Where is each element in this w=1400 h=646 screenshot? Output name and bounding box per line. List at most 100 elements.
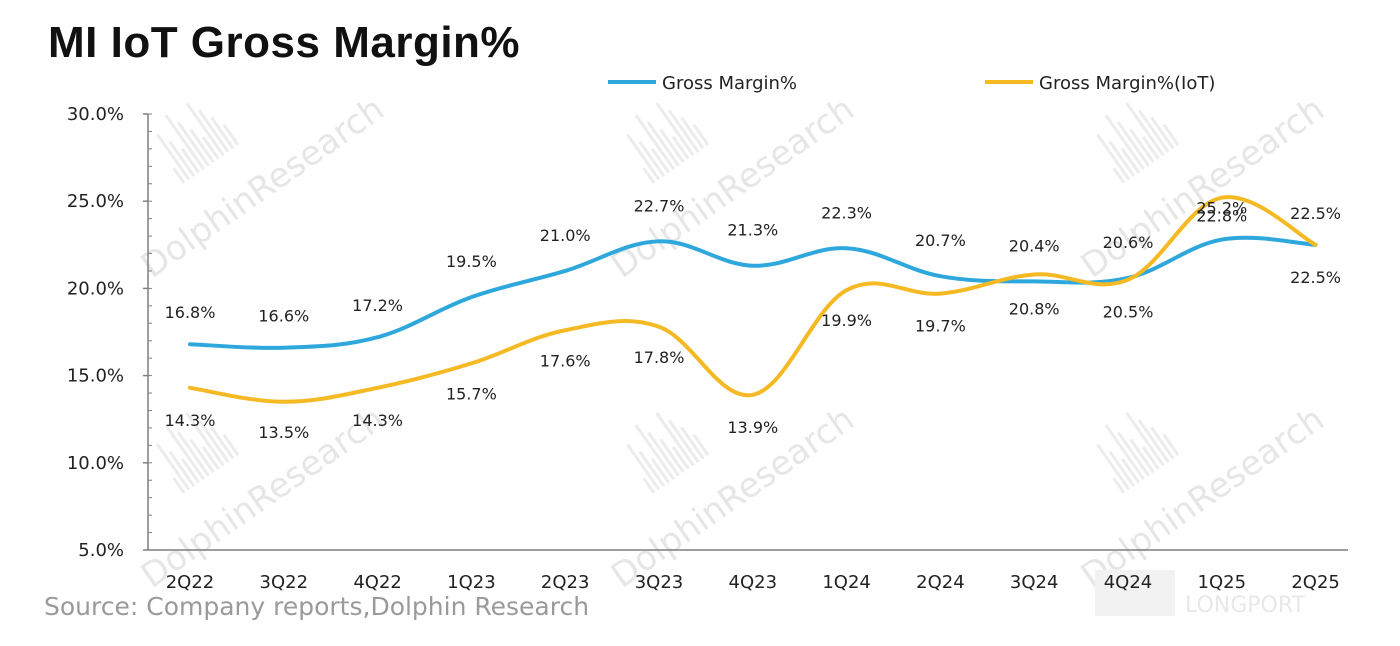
watermark-bar [1120, 147, 1141, 174]
data-label-gross-margin: 16.8% [165, 303, 216, 322]
series-line-gross-margin [188, 235, 1318, 350]
y-tick-label: 15.0% [67, 366, 124, 387]
watermark-bar [1162, 123, 1180, 146]
watermark-bar [185, 412, 225, 467]
watermark-bar [164, 114, 205, 171]
watermark-bar [634, 424, 675, 481]
watermark-bar [164, 424, 205, 481]
watermark-bar [1120, 457, 1141, 484]
chart-legend: Gross Margin% Gross Margin%(IoT) [608, 73, 1215, 94]
watermark-bar [671, 445, 690, 470]
y-tick-label: 10.0% [67, 453, 124, 474]
data-label-gross-margin: 19.5% [446, 252, 497, 271]
watermark-bar [650, 147, 671, 174]
x-tick-label: 1Q24 [822, 572, 871, 593]
watermark-text: DolphinResearch [1074, 399, 1332, 596]
series-line-gross-margin-iot [188, 195, 1318, 404]
watermark-group: DolphinResearch [1074, 399, 1332, 596]
watermark-bar [201, 135, 220, 160]
watermark-bar [1116, 121, 1150, 167]
data-label-gross-margin-iot: 20.5% [1103, 303, 1154, 322]
watermark-bar [671, 135, 690, 160]
watermark-bar [1116, 431, 1150, 477]
x-tick-label: 3Q22 [260, 572, 309, 593]
data-label-gross-margin: 20.7% [915, 231, 966, 250]
watermark-group: DolphinResearch [604, 399, 862, 596]
watermark-bar [222, 123, 240, 146]
data-label-gross-margin: 22.5% [1290, 204, 1341, 223]
x-tick-label: 2Q25 [1291, 572, 1340, 593]
watermark-bar [189, 438, 215, 474]
data-label-gross-margin: 20.4% [1009, 236, 1060, 255]
watermark-bar [168, 450, 196, 487]
watermark-group: DolphinResearch [134, 89, 392, 286]
data-label-gross-margin: 22.7% [634, 196, 685, 215]
watermark-bar [156, 133, 191, 181]
watermark-bar [176, 121, 210, 167]
chart-title: MI IoT Gross Margin% [48, 18, 521, 67]
watermark-bar [180, 457, 201, 484]
watermark-bar [201, 445, 220, 470]
watermark-bar [1104, 424, 1145, 481]
data-label-gross-margin: 21.3% [727, 221, 778, 240]
data-label-gross-margin: 22.8% [1196, 207, 1247, 226]
x-tick-label: 2Q23 [541, 572, 590, 593]
x-tick-label: 2Q22 [166, 572, 215, 593]
data-label-gross-margin: 20.6% [1103, 233, 1154, 252]
watermark-bar [667, 109, 700, 153]
watermark-bar [692, 433, 710, 456]
watermark-group: DolphinResearch [134, 399, 392, 596]
watermark-bar [634, 114, 675, 171]
x-tick-label: 4Q23 [729, 572, 778, 593]
watermark-bar [646, 121, 680, 167]
watermark-bar [210, 426, 235, 460]
watermark-bar [172, 167, 186, 184]
watermark-bar [189, 128, 215, 164]
watermark-bar [638, 140, 666, 177]
data-label-gross-margin-iot: 19.9% [821, 311, 872, 330]
watermark-bar [659, 128, 685, 164]
watermark-bar [1141, 135, 1160, 160]
watermark-bar [650, 457, 671, 484]
watermark-bar [1104, 114, 1145, 171]
watermark-bar [1108, 140, 1136, 177]
x-tick-label: 1Q23 [447, 572, 496, 593]
data-label-gross-margin-iot: 13.5% [258, 423, 309, 442]
data-labels: 16.8% 16.6% 17.2% 19.5% 21.0% 22.7% 21.3% 22.3%… [165, 196, 1341, 441]
watermark-bar [1129, 128, 1155, 164]
x-tick-label: 3Q23 [635, 572, 684, 593]
watermark-bar [1112, 477, 1126, 494]
watermark-bar [646, 431, 680, 477]
legend-label: Gross Margin% [662, 73, 797, 94]
watermark-bar [1129, 438, 1155, 474]
watermark-bar [638, 450, 666, 487]
watermark-bar [626, 443, 661, 491]
data-label-gross-margin-iot: 17.6% [540, 351, 591, 370]
source-note: Source: Company reports,Dolphin Research [44, 592, 590, 621]
data-label-gross-margin-iot: 20.8% [1009, 299, 1060, 318]
y-tick-label: 25.0% [67, 191, 124, 212]
x-tick-label: 3Q24 [1010, 572, 1059, 593]
x-tick-label: 4Q24 [1104, 572, 1153, 593]
watermark-bar [172, 477, 186, 494]
data-label-gross-margin: 21.0% [540, 226, 591, 245]
watermark-bar [1137, 109, 1170, 153]
watermark-bar [1112, 167, 1126, 184]
data-label-gross-margin-iot: 15.7% [446, 384, 497, 403]
watermark-bar [692, 123, 710, 146]
watermark-bar [659, 438, 685, 474]
watermark-bar [1096, 443, 1131, 491]
watermark-bar [1141, 445, 1160, 470]
watermark-bar [180, 147, 201, 174]
watermark-group: DolphinResearch [1074, 89, 1332, 286]
watermark-bar [680, 116, 705, 150]
watermark-bar [197, 419, 230, 463]
watermark-text: DolphinResearch [1074, 89, 1332, 286]
x-tick-label: 1Q25 [1198, 572, 1247, 593]
watermark-bar [222, 433, 240, 456]
data-label-gross-margin: 16.6% [258, 307, 309, 326]
series-lines [188, 195, 1318, 404]
watermark-bar [210, 116, 235, 150]
data-label-gross-margin-iot: 13.9% [727, 418, 778, 437]
